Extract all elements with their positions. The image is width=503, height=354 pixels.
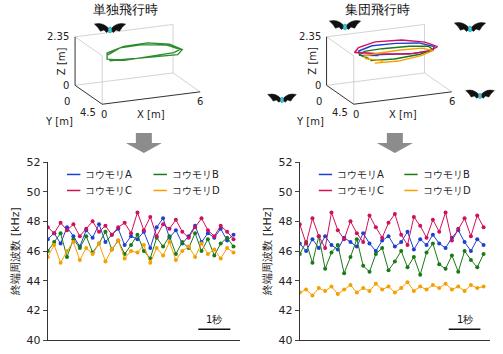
svg-text:40: 40 xyxy=(27,334,41,347)
svg-text:Y [m]: Y [m] xyxy=(296,116,324,127)
svg-text:0: 0 xyxy=(353,109,359,120)
svg-text:52: 52 xyxy=(27,156,41,169)
svg-text:0: 0 xyxy=(101,109,107,120)
svg-text:48: 48 xyxy=(27,215,41,228)
svg-text:46: 46 xyxy=(27,245,41,258)
svg-text:46: 46 xyxy=(279,245,293,258)
svg-text:終端周波数 [kHz]: 終端周波数 [kHz] xyxy=(9,207,22,296)
svg-text:6: 6 xyxy=(449,96,455,107)
svg-text:44: 44 xyxy=(279,275,293,288)
svg-text:0: 0 xyxy=(315,80,321,91)
svg-text:2.35: 2.35 xyxy=(47,31,69,42)
svg-text:コウモリA: コウモリA xyxy=(85,169,132,180)
svg-text:0: 0 xyxy=(316,96,322,107)
svg-text:52: 52 xyxy=(279,156,293,169)
svg-text:コウモリD: コウモリD xyxy=(423,185,471,196)
svg-text:Z [m]: Z [m] xyxy=(56,47,67,75)
svg-text:コウモリC: コウモリC xyxy=(337,185,384,196)
svg-text:42: 42 xyxy=(27,304,41,317)
svg-text:1秒: 1秒 xyxy=(457,314,473,325)
svg-text:コウモリB: コウモリB xyxy=(423,169,470,180)
svg-text:コウモリD: コウモリD xyxy=(172,185,220,196)
svg-text:48: 48 xyxy=(279,215,293,228)
svg-text:Z [m]: Z [m] xyxy=(307,47,318,75)
svg-text:40: 40 xyxy=(279,334,293,347)
svg-text:コウモリB: コウモリB xyxy=(172,169,219,180)
svg-text:終端周波数 [kHz]: 終端周波数 [kHz] xyxy=(261,207,274,296)
svg-text:2.35: 2.35 xyxy=(299,31,321,42)
svg-text:44: 44 xyxy=(27,275,41,288)
svg-text:単独飛行時: 単独飛行時 xyxy=(93,2,158,17)
svg-text:4.5: 4.5 xyxy=(80,107,96,118)
svg-text:コウモリC: コウモリC xyxy=(85,185,132,196)
svg-text:0: 0 xyxy=(63,80,69,91)
svg-text:集団飛行時: 集団飛行時 xyxy=(345,2,410,17)
svg-text:50: 50 xyxy=(27,186,41,199)
svg-text:50: 50 xyxy=(279,186,293,199)
svg-text:42: 42 xyxy=(279,304,293,317)
svg-text:コウモリA: コウモリA xyxy=(337,169,384,180)
svg-text:X [m]: X [m] xyxy=(389,109,417,120)
svg-text:1秒: 1秒 xyxy=(206,314,222,325)
svg-text:0: 0 xyxy=(64,96,70,107)
svg-text:4.5: 4.5 xyxy=(332,107,348,118)
svg-text:Y [m]: Y [m] xyxy=(45,116,73,127)
svg-text:6: 6 xyxy=(197,96,203,107)
svg-text:X [m]: X [m] xyxy=(137,109,165,120)
